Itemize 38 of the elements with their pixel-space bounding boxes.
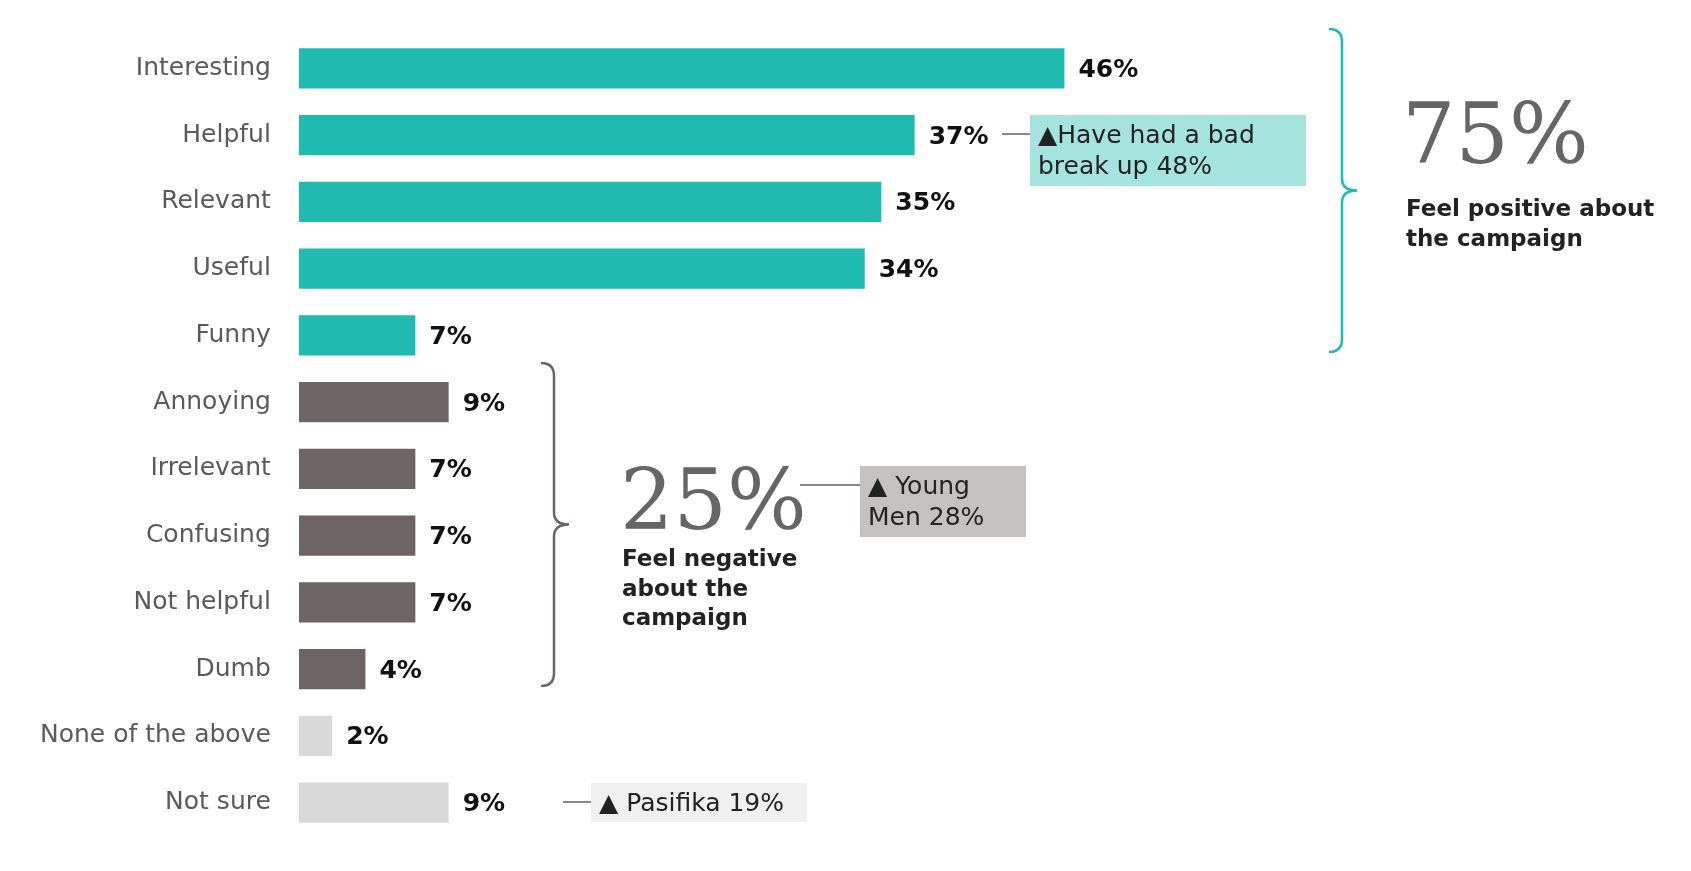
data-label: 7%: [429, 320, 472, 350]
bar: [298, 181, 882, 222]
data-label: 2%: [346, 721, 389, 751]
bar: [298, 582, 416, 623]
bar: [298, 248, 865, 289]
data-label: 4%: [379, 654, 422, 684]
y-tick-label: Interesting: [135, 51, 271, 81]
text: Feel positive about the campaign: [1406, 193, 1656, 253]
bar: [298, 48, 1065, 89]
data-label: 9%: [462, 387, 506, 417]
y-tick-label: Useful: [192, 252, 271, 282]
data-label: 35%: [895, 187, 956, 217]
data-label: 9%: [462, 788, 506, 818]
bar: [298, 382, 449, 423]
y-tick-label: Not sure: [165, 786, 271, 816]
data-label: 46%: [1078, 53, 1139, 83]
bar: [298, 115, 915, 156]
bar: [298, 782, 449, 823]
data-label: 37%: [928, 120, 989, 150]
text: 75%: [1402, 84, 1589, 183]
y-tick-label: None of the above: [39, 719, 271, 749]
y-tick-label: Irrelevant: [150, 452, 272, 482]
bar: [298, 649, 366, 690]
y-tick-label: Dumb: [195, 652, 271, 682]
y-tick-label: Not helpful: [133, 585, 271, 615]
y-tick-label: Confusing: [145, 519, 271, 549]
data-label: 7%: [429, 454, 472, 484]
y-tick-label: Funny: [195, 318, 272, 348]
y-tick-label: Relevant: [161, 185, 272, 215]
bar: [298, 515, 416, 556]
data-label: 34%: [878, 254, 939, 284]
y-tick-label: Helpful: [182, 118, 271, 148]
bar: [298, 715, 333, 756]
data-label: 7%: [429, 521, 472, 551]
y-tick-label: Annoying: [153, 385, 271, 415]
data-label: 7%: [429, 587, 472, 617]
bar: [298, 315, 416, 356]
bar: [298, 448, 416, 489]
